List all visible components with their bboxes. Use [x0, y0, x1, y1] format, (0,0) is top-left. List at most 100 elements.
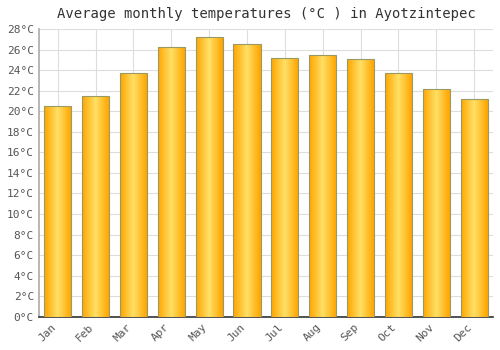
- Bar: [483, 99, 484, 317]
- Bar: [251, 44, 252, 317]
- Bar: [248, 44, 249, 317]
- Bar: [255, 44, 256, 317]
- Bar: [293, 58, 294, 317]
- Bar: [135, 73, 136, 317]
- Bar: [475, 99, 476, 317]
- Bar: [122, 73, 123, 317]
- Bar: [426, 89, 428, 317]
- Bar: [161, 47, 162, 317]
- Bar: [354, 59, 355, 317]
- Bar: [234, 44, 236, 317]
- Bar: [167, 47, 168, 317]
- Bar: [120, 73, 121, 317]
- Bar: [311, 55, 312, 317]
- Bar: [126, 73, 128, 317]
- Bar: [484, 99, 485, 317]
- Bar: [96, 96, 97, 317]
- Bar: [61, 106, 62, 317]
- Bar: [141, 73, 142, 317]
- Bar: [385, 73, 386, 317]
- Bar: [353, 59, 354, 317]
- Bar: [356, 59, 357, 317]
- Bar: [290, 58, 291, 317]
- Bar: [253, 44, 254, 317]
- Bar: [442, 89, 443, 317]
- Bar: [350, 59, 351, 317]
- Bar: [82, 96, 84, 317]
- Bar: [327, 55, 328, 317]
- Bar: [362, 59, 364, 317]
- Bar: [373, 59, 374, 317]
- Bar: [88, 96, 89, 317]
- Bar: [212, 37, 213, 317]
- Bar: [247, 44, 248, 317]
- Bar: [460, 99, 461, 317]
- Bar: [249, 44, 250, 317]
- Bar: [121, 73, 122, 317]
- Bar: [398, 73, 399, 317]
- Bar: [202, 37, 203, 317]
- Bar: [100, 96, 101, 317]
- Bar: [204, 37, 205, 317]
- Bar: [274, 58, 276, 317]
- Bar: [402, 73, 403, 317]
- Bar: [258, 44, 260, 317]
- Bar: [137, 73, 138, 317]
- Bar: [240, 44, 241, 317]
- Bar: [124, 73, 126, 317]
- Bar: [86, 96, 88, 317]
- Bar: [244, 44, 245, 317]
- Bar: [239, 44, 240, 317]
- Bar: [218, 37, 220, 317]
- Bar: [468, 99, 469, 317]
- Bar: [272, 58, 274, 317]
- Bar: [90, 96, 91, 317]
- Bar: [316, 55, 318, 317]
- Bar: [103, 96, 104, 317]
- Bar: [180, 47, 181, 317]
- Bar: [324, 55, 325, 317]
- Bar: [443, 89, 444, 317]
- Bar: [289, 58, 290, 317]
- Bar: [401, 73, 402, 317]
- Bar: [470, 99, 472, 317]
- Bar: [160, 47, 161, 317]
- Bar: [447, 89, 448, 317]
- Bar: [64, 106, 65, 317]
- Bar: [66, 106, 68, 317]
- Bar: [183, 47, 184, 317]
- Bar: [329, 55, 330, 317]
- Bar: [482, 99, 483, 317]
- Bar: [278, 58, 280, 317]
- Bar: [364, 59, 366, 317]
- Bar: [245, 44, 246, 317]
- Bar: [408, 73, 410, 317]
- Bar: [164, 47, 165, 317]
- Bar: [197, 37, 198, 317]
- Bar: [360, 59, 361, 317]
- Bar: [182, 47, 183, 317]
- Bar: [476, 99, 477, 317]
- Bar: [400, 73, 401, 317]
- Bar: [449, 89, 450, 317]
- Bar: [474, 99, 475, 317]
- Bar: [123, 73, 124, 317]
- Bar: [294, 58, 295, 317]
- Bar: [385, 73, 412, 317]
- Bar: [347, 59, 374, 317]
- Bar: [280, 58, 281, 317]
- Bar: [444, 89, 445, 317]
- Bar: [461, 99, 462, 317]
- Bar: [222, 37, 223, 317]
- Bar: [101, 96, 102, 317]
- Bar: [462, 99, 463, 317]
- Bar: [479, 99, 480, 317]
- Bar: [359, 59, 360, 317]
- Bar: [120, 73, 147, 317]
- Bar: [165, 47, 166, 317]
- Bar: [422, 89, 450, 317]
- Bar: [448, 89, 449, 317]
- Bar: [370, 59, 371, 317]
- Bar: [389, 73, 390, 317]
- Bar: [473, 99, 474, 317]
